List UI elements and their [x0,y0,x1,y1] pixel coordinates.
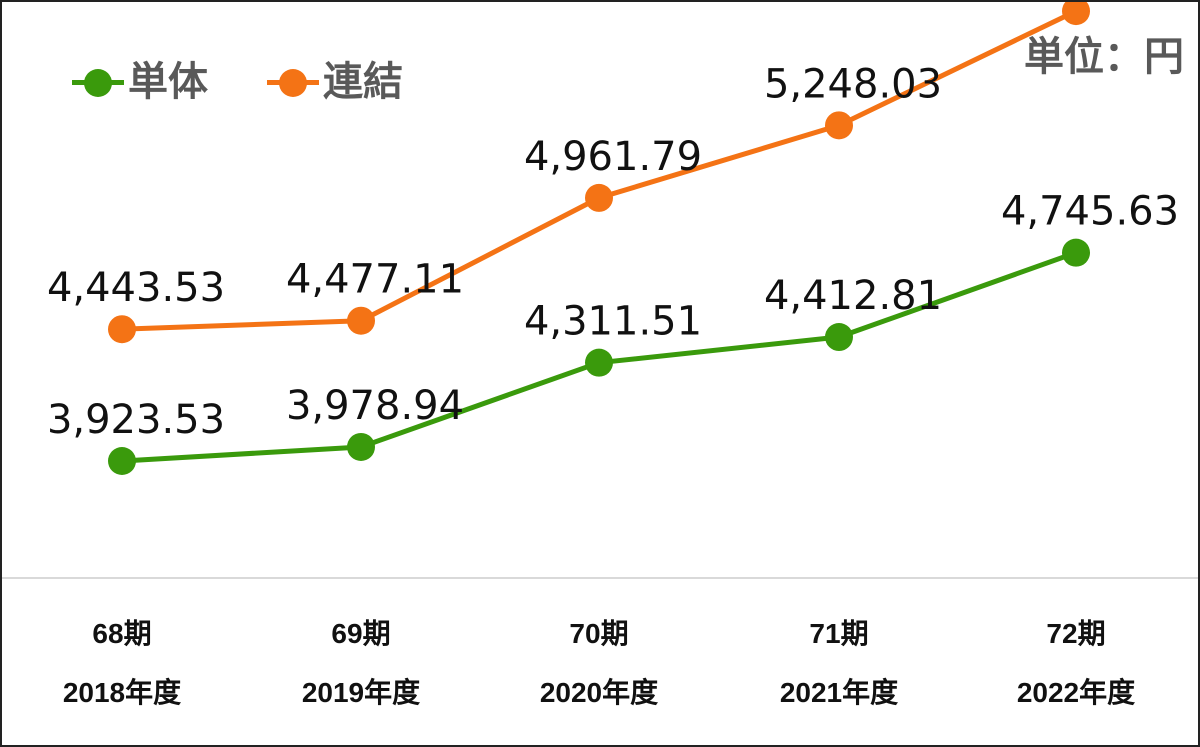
data-point-tantai-4 [1062,238,1090,267]
unit-label: 単位：円 [1024,34,1184,80]
x-tick-label-year-1: 2019年度 [302,676,420,708]
data-point-tantai-2 [585,348,613,377]
data-label-tantai-4: 4,745.63 [1001,189,1179,235]
data-point-renketsu-4 [1062,2,1090,26]
data-label-tantai-3: 4,412.81 [764,273,942,319]
data-label-tantai-2: 4,311.51 [524,299,702,345]
legend-marker-renketsu [279,69,307,97]
data-point-renketsu-2 [585,183,613,212]
data-point-renketsu-3 [825,111,853,140]
x-tick-label-year-2: 2020年度 [540,676,658,708]
data-label-renketsu-1: 4,477.11 [286,257,464,303]
x-tick-label-year-0: 2018年度 [63,676,181,708]
data-point-tantai-3 [825,323,853,352]
x-tick-label-period-0: 68期 [92,618,151,649]
legend-marker-tantai [84,69,112,97]
data-label-tantai-1: 3,978.94 [286,383,464,429]
data-point-renketsu-0 [108,315,136,344]
x-tick-label-period-1: 69期 [331,618,390,649]
data-point-renketsu-1 [347,306,375,335]
legend-label-tantai: 単体 [128,59,208,105]
legend-label-renketsu: 連結 [323,59,403,105]
x-tick-label-year-4: 2022年度 [1017,676,1135,708]
x-tick-label-period-2: 70期 [569,618,628,649]
data-label-renketsu-0: 4,443.53 [47,265,225,311]
data-label-tantai-0: 3,923.53 [47,397,225,443]
data-label-renketsu-3: 5,248.03 [764,61,942,107]
data-point-tantai-1 [347,432,375,461]
x-tick-label-period-4: 72期 [1046,618,1105,649]
data-label-renketsu-2: 4,961.79 [524,134,702,180]
x-tick-label-period-3: 71期 [809,618,868,649]
data-point-tantai-0 [108,447,136,475]
x-tick-label-year-3: 2021年度 [780,676,898,708]
